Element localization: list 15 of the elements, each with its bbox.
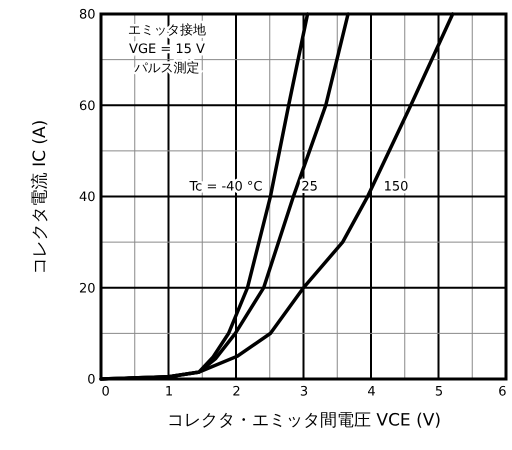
x-tick-label: 2 — [232, 384, 241, 400]
y-tick-label: 0 — [87, 372, 96, 388]
x-axis-title: コレクタ・エミッタ間電圧 VCE (V) — [167, 410, 441, 430]
y-tick-label: 40 — [78, 190, 96, 205]
annotation: 150 — [384, 180, 408, 194]
x-tick-label: 0 — [102, 384, 110, 400]
x-tick-label: 6 — [498, 384, 506, 400]
y-axis-title: コレクタ電流 IC (A) — [30, 120, 50, 274]
y-tick-label: 20 — [78, 281, 96, 296]
x-tick-label: 3 — [300, 384, 308, 400]
x-tick-label: 1 — [164, 384, 174, 400]
y-tick-label: 60 — [78, 98, 96, 114]
x-tick-label: 5 — [434, 384, 444, 400]
y-tick-label: 80 — [78, 8, 96, 22]
x-tick-label: 4 — [367, 384, 376, 400]
